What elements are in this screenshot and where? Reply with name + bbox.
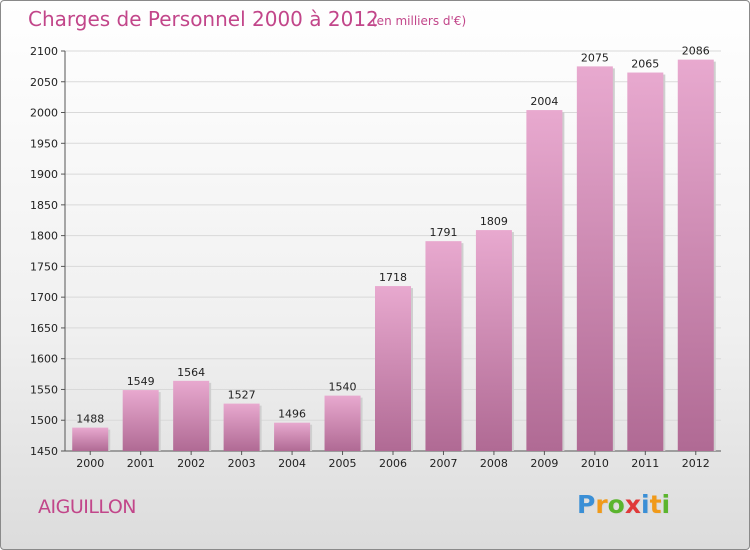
y-tick-label: 1650	[30, 322, 58, 335]
bar-2012	[677, 59, 714, 451]
bar-2001	[122, 390, 159, 451]
logo-letter: i	[661, 490, 671, 519]
logo-letter: r	[595, 490, 608, 519]
bar-2003	[223, 403, 260, 451]
y-axis: 1450 1500 1550 1600 1650 1700 1750 1800 1850 1900…	[30, 45, 66, 458]
bar-2006	[375, 286, 411, 451]
bar-value-label: 1488	[76, 413, 104, 426]
bar-value-label: 1809	[480, 215, 508, 228]
y-tick-label: 2100	[30, 45, 58, 58]
x-tick-label: 2008	[480, 457, 508, 470]
y-tick-label: 1500	[30, 414, 58, 427]
y-tick-label: 1450	[30, 445, 58, 458]
y-tick-label: 1850	[30, 199, 58, 212]
bar-value-label: 1791	[429, 226, 457, 239]
x-tick-label: 2004	[278, 457, 306, 470]
bar-value-label: 1549	[127, 375, 155, 388]
bar-2008	[475, 230, 512, 451]
logo-letter: x	[624, 490, 641, 519]
x-tick-label: 2001	[127, 457, 155, 470]
logo-letter: o	[607, 490, 625, 519]
x-tick-label: 2012	[682, 457, 710, 470]
bar-2010	[576, 66, 613, 451]
x-tick-label: 2011	[631, 457, 659, 470]
logo-letter: i	[641, 490, 650, 519]
x-tick-label: 2003	[228, 457, 256, 470]
y-tick-label: 1700	[30, 291, 58, 304]
bar-value-label: 1718	[379, 271, 407, 284]
y-tick-label: 2050	[30, 76, 58, 89]
bar-2005	[324, 395, 361, 451]
y-tick-label: 1600	[30, 353, 58, 366]
bar-value-label: 1540	[329, 381, 357, 394]
x-tick-label: 2002	[177, 457, 205, 470]
proxiti-logo: Proxiti	[577, 490, 670, 519]
bars: 1488 1549 1564 1527 1496 1540 1718 1791 1809 2004…	[72, 45, 716, 452]
bar-value-label: 2075	[581, 51, 609, 64]
y-tick-label: 1800	[30, 230, 58, 243]
y-tick-label: 1950	[30, 137, 58, 150]
y-tick-label: 1550	[30, 383, 58, 396]
x-tick-label: 2010	[581, 457, 609, 470]
logo-letter: t	[649, 490, 662, 519]
x-tick-label: 2005	[329, 457, 357, 470]
bar-value-label: 1564	[177, 366, 205, 379]
y-tick-label: 1750	[30, 260, 58, 273]
town-name: AIGUILLON	[38, 496, 137, 518]
x-axis: 2000 2001 2002 2003 2004 2005 2006 2007 2008 2009…	[65, 450, 721, 470]
bar-value-label: 2065	[631, 58, 659, 71]
x-tick-label: 2009	[530, 457, 558, 470]
bar-2009	[526, 110, 563, 452]
chart-unit: (en milliers d'€)	[372, 14, 467, 28]
bar-2002	[173, 380, 210, 451]
bar-value-label: 2086	[682, 45, 710, 58]
x-tick-label: 2000	[76, 457, 104, 470]
y-tick-label: 1900	[30, 168, 58, 181]
bar-2011	[627, 72, 664, 452]
bar-value-label: 1496	[278, 408, 306, 421]
chart-title: Charges de Personnel 2000 à 2012	[28, 7, 379, 31]
bar-2004	[274, 422, 311, 451]
bar-2000	[72, 427, 109, 451]
bar-2007	[425, 241, 462, 451]
bar-value-label: 2004	[530, 95, 558, 108]
bar-value-label: 1527	[228, 389, 256, 402]
y-tick-label: 2000	[30, 107, 58, 120]
logo-letter: P	[577, 490, 596, 519]
x-tick-label: 2007	[429, 457, 457, 470]
x-tick-label: 2006	[379, 457, 407, 470]
